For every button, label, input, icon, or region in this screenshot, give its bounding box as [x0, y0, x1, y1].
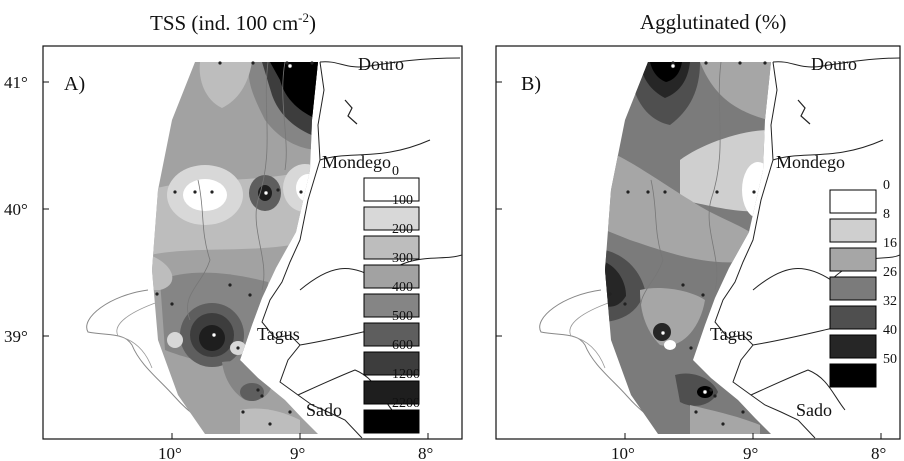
- legend-swatch: [363, 177, 420, 202]
- place-label-douro: Douro: [358, 54, 404, 74]
- legend-swatch: [363, 235, 420, 260]
- sado-estuary-line: [750, 369, 846, 411]
- mondego-river: [319, 139, 431, 161]
- bathymetry-contour: [116, 301, 159, 369]
- lon-label-8: 8°: [871, 444, 886, 461]
- place-label-mondego: Mondego: [322, 152, 391, 172]
- legend-label: 400: [392, 280, 413, 295]
- bathymetry-contour: [569, 301, 612, 369]
- panel-a-label: A): [64, 73, 85, 95]
- legend-label: 32: [883, 294, 897, 309]
- bathymetry-contour: [187, 179, 211, 321]
- legend-swatch: [829, 247, 877, 272]
- lon-label-8: 8°: [418, 444, 433, 461]
- legend-label: 8: [883, 207, 890, 222]
- legend-agglutinated-scale: 0 8 16 26 32 40 50: [829, 178, 897, 388]
- bathymetry-contour: [86, 289, 231, 433]
- place-label-mondego: Mondego: [776, 152, 845, 172]
- legend-label: 600: [392, 338, 413, 353]
- legend-swatch: [829, 189, 877, 214]
- panel-b-ticks: [496, 81, 882, 439]
- sample-stations: [608, 61, 767, 426]
- panel-a-ticks: [43, 81, 429, 439]
- sample-stations-open: [660, 63, 708, 395]
- legend-swatch: [363, 293, 420, 318]
- tss-field: [152, 62, 318, 434]
- mondego-river: [772, 139, 884, 161]
- bathymetry-contour: [539, 289, 684, 433]
- lat-label-39: 39°: [4, 327, 28, 346]
- legend-label: 200: [392, 222, 413, 237]
- bathymetry-contour: [640, 179, 664, 321]
- lon-label-9: 9°: [743, 444, 758, 461]
- panel-a-title: TSS (ind. 100 cm-2): [150, 10, 317, 35]
- lat-label-40: 40°: [4, 200, 28, 219]
- legend-label: 300: [392, 251, 413, 266]
- legend-tss-scale: 0 100 200 300 400 500 600 1200 2200: [363, 164, 420, 434]
- bathymetry-contour: [255, 61, 269, 291]
- legend-label: 100: [392, 193, 413, 208]
- legend-label: 16: [883, 236, 897, 251]
- legend-label: 0: [392, 164, 399, 179]
- estuary-feature: [797, 99, 811, 125]
- tagus-river: [752, 327, 834, 346]
- place-label-douro: Douro: [811, 54, 857, 74]
- legend-label: 26: [883, 265, 897, 280]
- legend-label: 2200: [392, 396, 420, 411]
- coastline: [261, 61, 363, 439]
- legend-swatch: [829, 305, 877, 330]
- legend-swatch: [363, 409, 420, 434]
- douro-river: [772, 57, 900, 68]
- legend-swatch: [829, 334, 877, 359]
- legend-label: 1200: [392, 367, 420, 382]
- place-label-sado: Sado: [796, 400, 832, 420]
- legend-label: 50: [883, 352, 897, 367]
- sample-stations: [155, 61, 314, 426]
- bathymetry-contour: [282, 61, 287, 171]
- coastline: [714, 61, 816, 439]
- panel-b-title: Agglutinated (%): [640, 10, 787, 34]
- legend-swatch: [363, 351, 420, 376]
- legend-label: 40: [883, 323, 897, 338]
- legend-swatch: [829, 276, 877, 301]
- legend-swatch: [829, 218, 877, 243]
- place-label-tagus: Tagus: [710, 324, 753, 344]
- legend-swatch: [363, 264, 420, 289]
- legend-swatch: [363, 380, 420, 405]
- legend-label: 0: [883, 178, 890, 193]
- lat-label-41: 41°: [4, 73, 28, 92]
- legend-label: 500: [392, 309, 413, 324]
- bathymetry-contour: [708, 61, 722, 291]
- sample-stations-open: [211, 63, 293, 338]
- legend-swatch: [829, 363, 877, 388]
- legend-swatch: [363, 206, 420, 231]
- panel-a: A) Douro Mondego Tagus Sado . 41° 40° 39…: [4, 45, 463, 461]
- panel-b-label: B): [521, 73, 541, 95]
- douro-river: [319, 57, 461, 68]
- lon-label-10: 10°: [611, 444, 635, 461]
- place-label-sado: Sado: [306, 400, 342, 420]
- panel-b: B) Douro Mondego Tagus Sado 10° 9° 8°: [495, 45, 901, 461]
- lon-label-10: 10°: [158, 444, 182, 461]
- estuary-feature: [344, 99, 358, 125]
- legend-swatch: [363, 322, 420, 347]
- place-label-tagus: Tagus: [257, 324, 300, 344]
- lon-label-9: 9°: [290, 444, 305, 461]
